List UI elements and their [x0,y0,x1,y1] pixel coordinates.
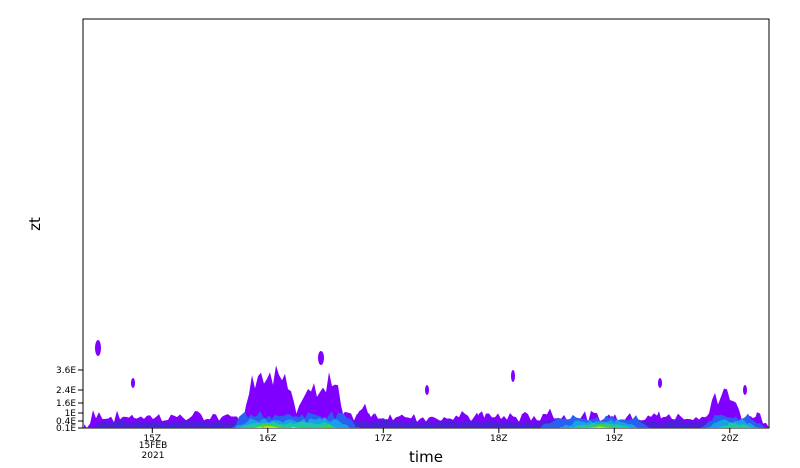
field-isolated-cell [318,351,324,365]
field-cell-green [585,423,620,428]
x-tick-label: 17Z [374,434,392,444]
field-cell-green [320,424,335,428]
field-cell-yellowgreen [590,426,610,428]
field-isolated-cell [95,340,101,356]
field-cell-teal [715,422,755,428]
x-tick-label: 18Z [490,434,508,444]
y-tick-label: 0.4E [56,417,76,427]
x-axis-title: time [409,448,443,466]
contour-field [84,340,770,428]
field-cell-purple [745,412,770,428]
x-axis-ticks: 15Z 16Z 17Z 18Z 19Z 20Z [143,428,739,444]
x-tick-label: 20Z [721,434,739,444]
field-cell-purple [240,365,300,428]
y-tick-label: 2.4E [56,386,76,396]
field-isolated-cell [131,378,135,388]
field-isolated-cell [425,385,429,395]
x-tick-label: 19Z [605,434,623,444]
y-tick-label: 3.6E [56,366,76,376]
plot-frame [82,18,770,429]
field-isolated-cell [743,385,747,395]
y-tick-label: 1E [65,409,77,419]
field-cell-purple [290,371,350,428]
x-date-line-2: 2021 [142,451,165,461]
y-tick-label: 1.6E [56,399,76,409]
x-tick-label: 15Z [143,434,161,444]
field-cell-yellowgreen [290,426,300,428]
field-cell-orange [258,426,272,428]
field-isolated-cell [511,370,515,382]
x-date-line-1: 15FEB [139,441,168,451]
field-cell-green [250,423,290,428]
y-tick-label: 0.1E [56,424,76,434]
x-tick-label: 16Z [259,434,277,444]
field-isolated-cell [658,378,662,388]
y-axis-title: zt [26,217,44,231]
